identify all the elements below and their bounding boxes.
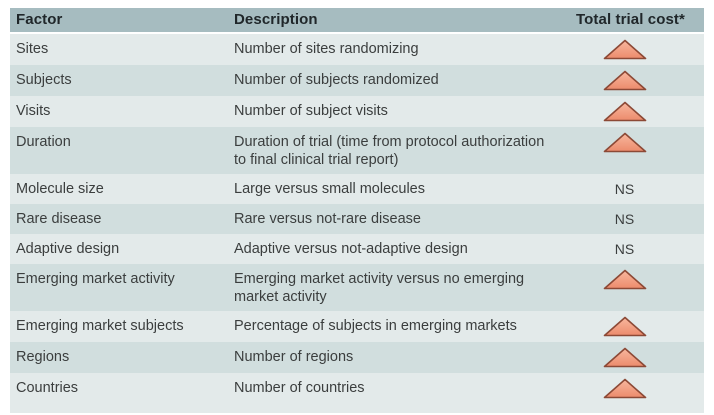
cost-cell xyxy=(565,127,704,174)
description-cell: Number of sites randomizing xyxy=(234,41,419,57)
description-cell: Number of subjects randomized xyxy=(234,72,439,88)
description-cell: Adaptive versus not-adaptive design xyxy=(234,241,468,257)
table-row: Emerging market activity Emerging market… xyxy=(10,264,704,311)
description-cell: Large versus small molecules xyxy=(234,181,425,197)
cost-cell xyxy=(565,264,704,311)
cost-increase-triangle-icon xyxy=(603,347,646,368)
factor-cell: Countries xyxy=(16,380,79,396)
factor-cell: Regions xyxy=(16,349,70,365)
table-row: Regions Number of regions xyxy=(10,342,704,373)
description-cell: Rare versus not-rare disease xyxy=(234,211,421,227)
cost-factors-table: Factor Description Total trial cost* Sit… xyxy=(10,8,704,413)
cost-increase-triangle-icon xyxy=(603,269,646,290)
ns-label: NS xyxy=(614,241,635,257)
factor-cell: Visits xyxy=(16,103,51,119)
cost-increase-triangle-icon xyxy=(603,101,646,122)
factor-cell: Sites xyxy=(16,41,49,57)
factor-cell: Duration xyxy=(16,134,71,150)
cost-cell xyxy=(565,65,704,96)
factor-cell: Emerging market subjects xyxy=(16,318,184,334)
description-cell: Number of countries xyxy=(234,380,365,396)
description-cell: Number of regions xyxy=(234,349,354,365)
factor-cell: Molecule size xyxy=(16,181,104,197)
description-cell: Number of subject visits xyxy=(234,103,388,119)
cost-cell xyxy=(565,342,704,373)
description-cell: Emerging market activity versus no emerg… xyxy=(234,271,525,305)
table-row: Molecule size Large versus small molecul… xyxy=(10,174,704,204)
cost-increase-triangle-icon xyxy=(603,39,646,60)
column-header-factor: Factor xyxy=(16,11,63,28)
cost-cell xyxy=(565,96,704,127)
table-row: Sites Number of sites randomizing xyxy=(10,34,704,65)
cost-cell: NS xyxy=(565,204,704,234)
cost-cell xyxy=(565,311,704,342)
cost-increase-triangle-icon xyxy=(603,132,646,153)
cost-increase-triangle-icon xyxy=(603,70,646,91)
table-header-row: Factor Description Total trial cost* xyxy=(10,8,704,34)
column-header-description: Description xyxy=(234,11,318,28)
ns-label: NS xyxy=(614,181,635,197)
table-row: Duration Duration of trial (time from pr… xyxy=(10,127,704,174)
ns-label: NS xyxy=(614,211,635,227)
table-body: Sites Number of sites randomizing Subjec… xyxy=(10,34,704,413)
table-row: Visits Number of subject visits xyxy=(10,96,704,127)
table-row: Subjects Number of subjects randomized xyxy=(10,65,704,96)
cost-increase-triangle-icon xyxy=(603,316,646,337)
cost-cell: NS xyxy=(565,174,704,204)
cost-cell xyxy=(565,34,704,65)
cost-increase-triangle-icon xyxy=(603,378,646,399)
table-row: Emerging market subjects Percentage of s… xyxy=(10,311,704,342)
table-row: Adaptive design Adaptive versus not-adap… xyxy=(10,234,704,264)
factor-cell: Adaptive design xyxy=(16,241,120,257)
description-cell: Percentage of subjects in emerging marke… xyxy=(234,318,517,334)
table-row: Rare disease Rare versus not-rare diseas… xyxy=(10,204,704,234)
description-cell: Duration of trial (time from protocol au… xyxy=(234,134,545,168)
table-row: Countries Number of countries xyxy=(10,373,704,413)
factor-cell: Subjects xyxy=(16,72,72,88)
factor-cell: Rare disease xyxy=(16,211,102,227)
column-header-total-trial-cost: Total trial cost* xyxy=(576,11,685,28)
cost-cell xyxy=(565,373,704,413)
cost-cell: NS xyxy=(565,234,704,264)
factor-cell: Emerging market activity xyxy=(16,271,175,287)
